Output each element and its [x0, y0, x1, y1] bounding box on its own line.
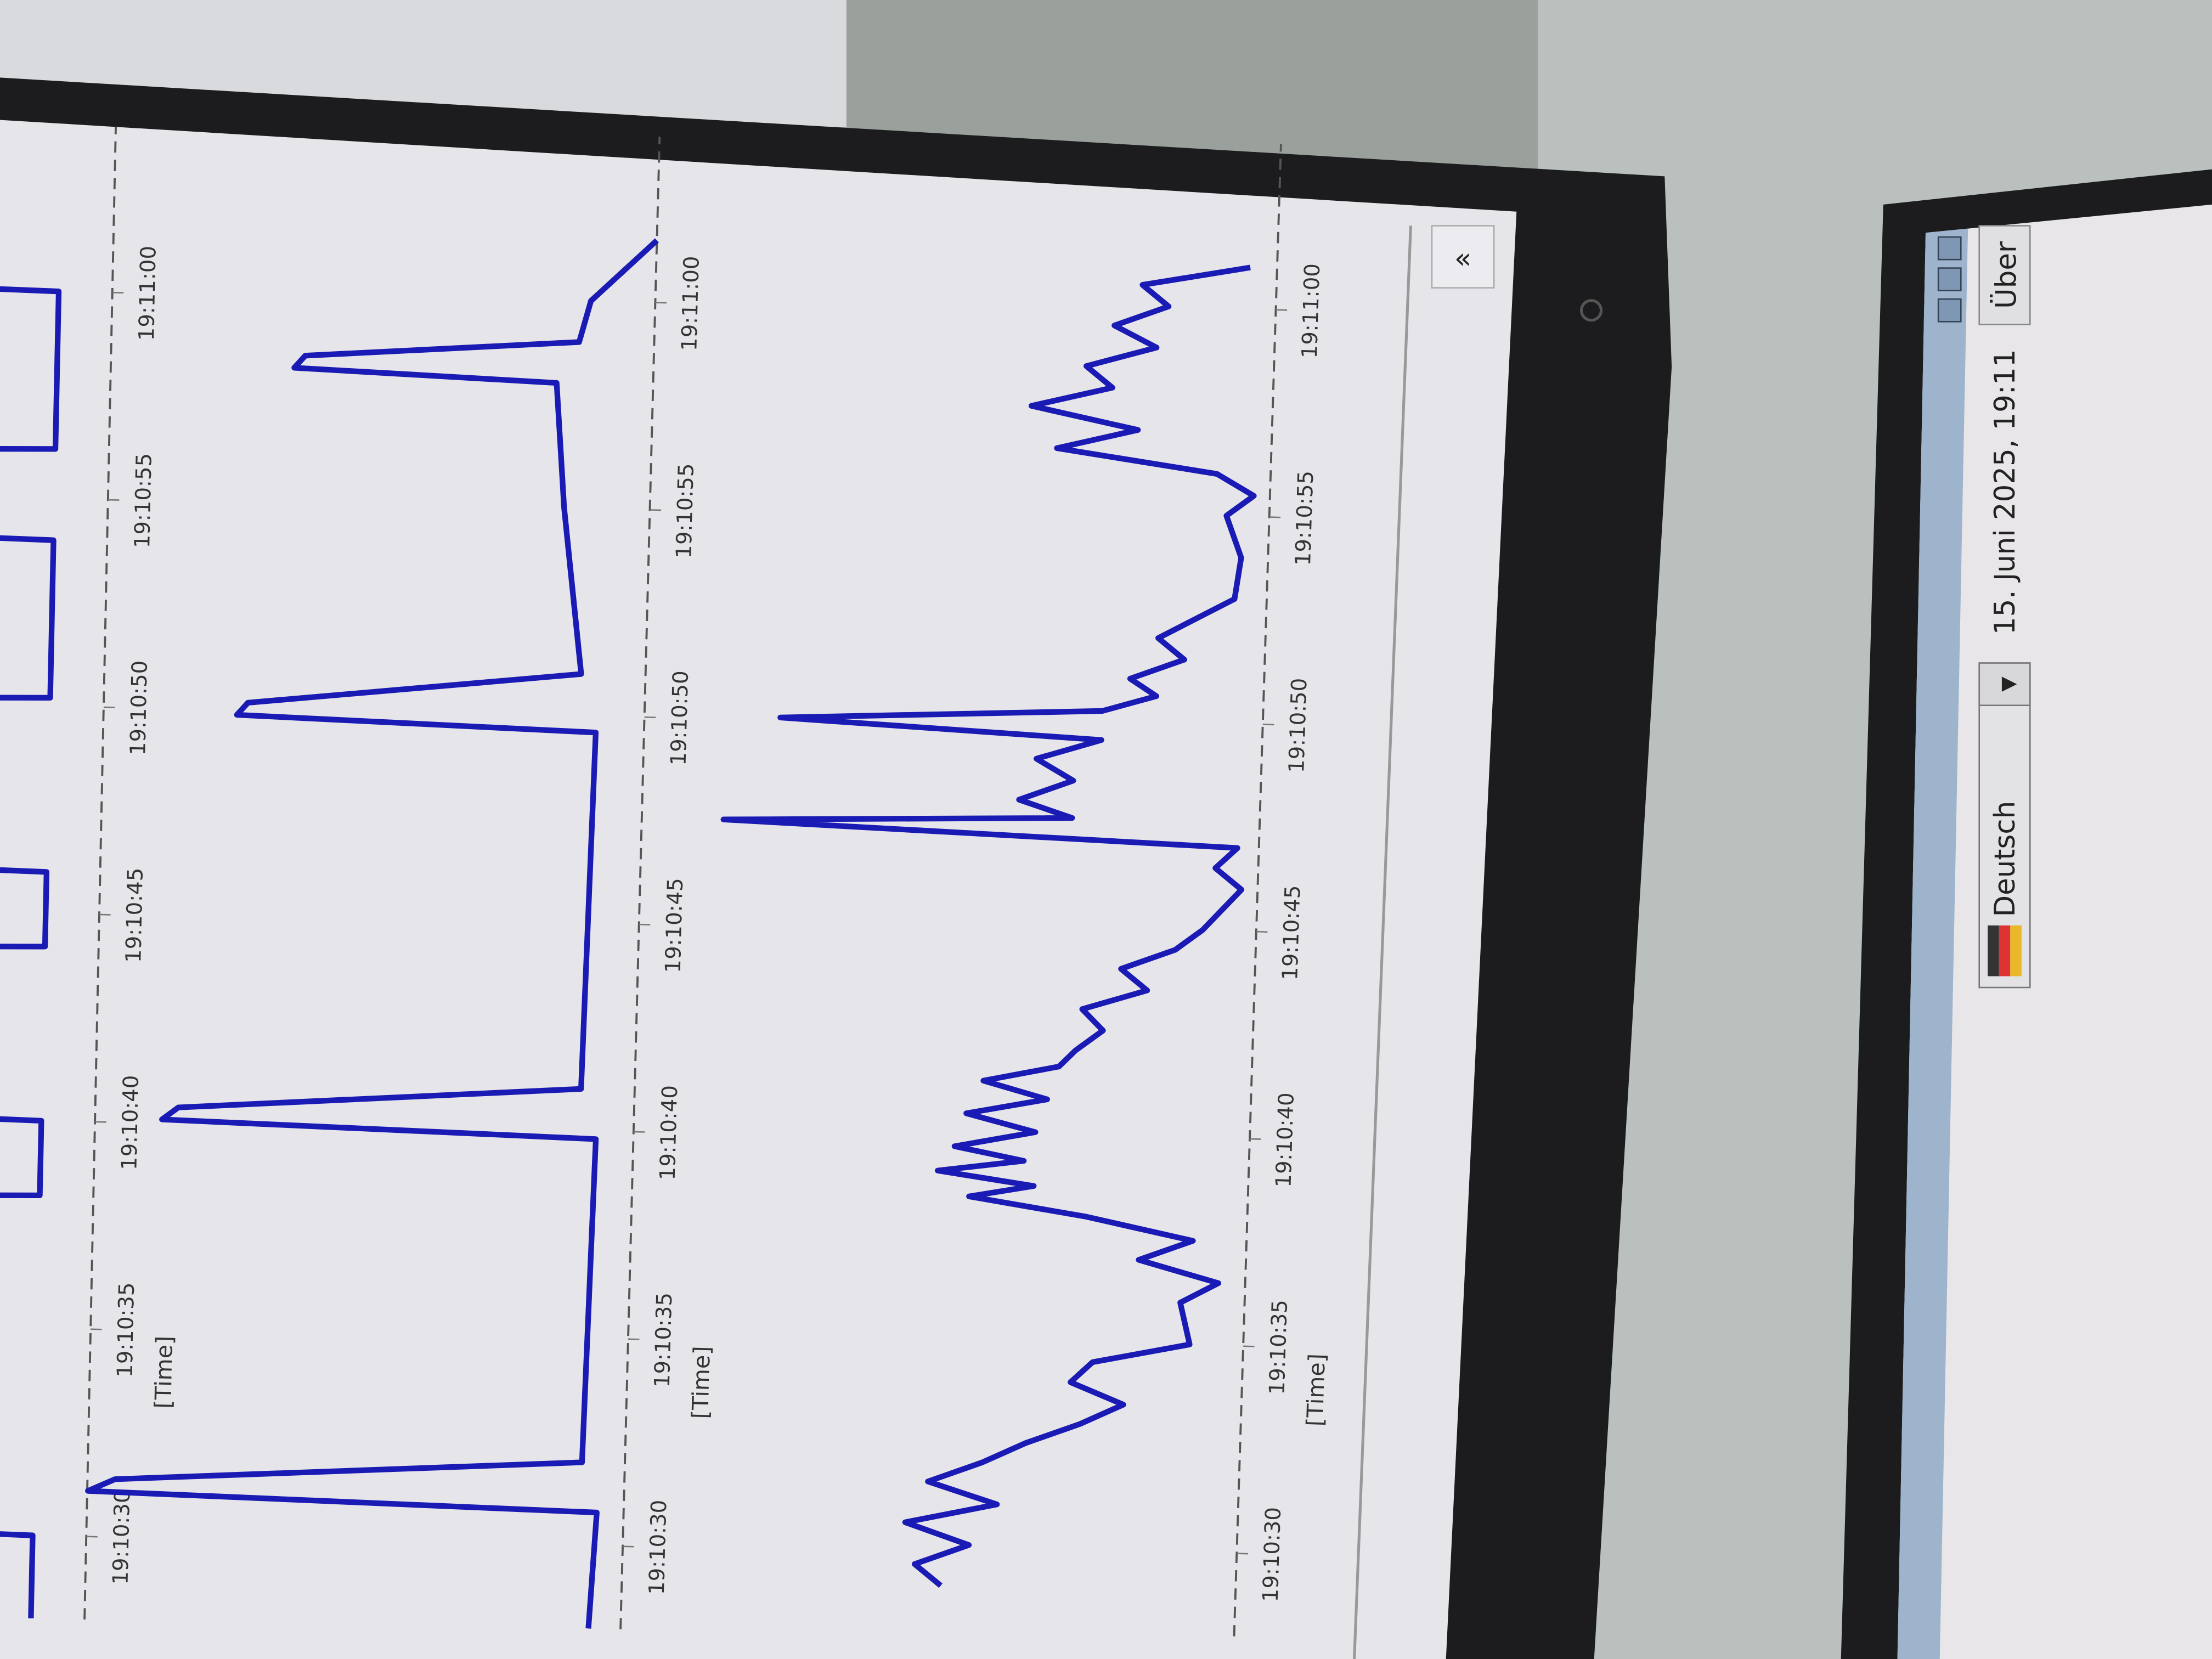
- data-point: [1189, 1344, 1190, 1345]
- about-button[interactable]: Über: [1978, 225, 2031, 325]
- x-tick-label: 19:10:35: [650, 1292, 678, 1387]
- data-point: [1158, 637, 1159, 639]
- chart-1: 19:10:30 19:10:35 19:10:40 19:10:45 19:10:50…: [0, 126, 178, 1620]
- x-tick-label: 19:10:30: [1259, 1506, 1286, 1602]
- data-point: [588, 1628, 589, 1629]
- data-point: [1071, 817, 1073, 819]
- data-point: [1147, 990, 1148, 991]
- data-point: [44, 946, 46, 947]
- data-point: [1250, 267, 1251, 268]
- data-point: [1234, 599, 1235, 600]
- right-monitor-screen: [1897, 204, 2212, 1659]
- data-point: [1218, 1283, 1219, 1284]
- data-point: [1123, 1404, 1124, 1405]
- data-point: [1075, 1050, 1076, 1051]
- germany-flag-icon: [1988, 925, 2022, 977]
- x-tick-label: 19:10:45: [121, 867, 148, 963]
- chart-3: 19:10:30 19:10:35 19:10:40 19:10:45 19:10:50…: [720, 144, 1330, 1637]
- data-point: [563, 507, 565, 508]
- x-tick-label: 19:10:50: [1284, 678, 1312, 774]
- x-tick-label: 19:10:55: [672, 463, 699, 558]
- power-icon[interactable]: [1580, 299, 1603, 322]
- x-tick-mark: [1262, 724, 1274, 726]
- dropdown-arrow-icon: ▼: [1997, 676, 2019, 692]
- close-icon[interactable]: [1937, 236, 1962, 261]
- x-tick-mark: [628, 1338, 640, 1340]
- x-axis-label: [Time]: [687, 1346, 715, 1419]
- x-tick-mark: [644, 716, 656, 719]
- data-point: [1241, 557, 1242, 558]
- x-tick-mark: [1276, 309, 1288, 311]
- data-point: [940, 1585, 941, 1586]
- series-line: [85, 238, 659, 1629]
- x-tick-label: 19:10:40: [1271, 1092, 1299, 1188]
- x-tick-mark: [639, 923, 651, 926]
- x-tick-label: 19:11:00: [1297, 263, 1325, 359]
- x-axis-label: [Time]: [150, 1335, 178, 1409]
- charts: 19:10:30 19:10:35 19:10:40 19:10:45 19:10:50…: [0, 126, 1330, 1637]
- x-tick-label: 19:10:50: [666, 670, 693, 766]
- x-tick-label: 19:10:35: [112, 1282, 139, 1378]
- data-point: [1114, 325, 1115, 326]
- data-point: [1047, 1099, 1048, 1100]
- x-axis-label: [Time]: [1302, 1353, 1330, 1426]
- collapse-panel-button[interactable]: «: [1431, 225, 1495, 289]
- double-chevron-left-icon: «: [1454, 242, 1471, 275]
- x-tick-label: 19:11:00: [134, 246, 161, 341]
- data-point: [247, 702, 249, 703]
- data-point: [1101, 740, 1102, 741]
- x-tick-label: 19:10:55: [1291, 470, 1318, 566]
- x-tick-label: 19:10:55: [130, 453, 157, 548]
- x-tick-mark: [1243, 1345, 1255, 1347]
- left-monitor-screen: [0, 120, 1517, 1659]
- data-point: [966, 1113, 967, 1114]
- data-point: [1180, 1302, 1181, 1303]
- data-point: [1070, 1382, 1071, 1383]
- x-tick-label: 19:10:40: [117, 1075, 144, 1170]
- data-point: [580, 1088, 582, 1090]
- x-tick-mark: [655, 302, 667, 304]
- data-point: [1102, 710, 1103, 712]
- x-tick-label: 19:10:45: [661, 878, 689, 973]
- svg-text:Über: Über: [1990, 241, 2023, 309]
- data-point: [32, 1535, 33, 1536]
- data-point: [981, 1462, 983, 1463]
- x-tick-label: 19:10:30: [645, 1499, 672, 1595]
- data-point: [723, 819, 724, 820]
- x-tick-label: 19:10:35: [1265, 1300, 1293, 1396]
- svg-text:Deutsch: Deutsch: [1989, 801, 2022, 917]
- data-point: [1031, 405, 1032, 407]
- minimize-icon[interactable]: [1937, 298, 1962, 323]
- x-tick-label: 19:10:30: [109, 1489, 136, 1585]
- time-axis: [83, 126, 117, 1620]
- panel-divider: [1353, 225, 1412, 1659]
- datetime-display: 15. Juni 2025, 19:11: [1989, 349, 2022, 635]
- window-titlebar: [1897, 228, 1968, 1659]
- data-point: [1156, 696, 1157, 697]
- data-point: [1237, 848, 1238, 849]
- x-tick-label: 19:11:00: [677, 256, 704, 351]
- data-point: [1092, 1362, 1093, 1363]
- x-tick-label: 19:10:40: [656, 1085, 683, 1181]
- x-tick-label: 19:10:45: [1278, 885, 1305, 981]
- x-tick-mark: [1269, 516, 1281, 518]
- chart-2: 19:10:30 19:10:35 19:10:40 19:10:45 19:10:50…: [85, 137, 715, 1629]
- data-point: [1112, 387, 1113, 388]
- language-select[interactable]: ▼ Deutsch: [1978, 662, 2031, 989]
- window-controls: [1937, 236, 1962, 323]
- time-axis: [1233, 144, 1282, 1637]
- data-point: [178, 1107, 179, 1108]
- restore-icon[interactable]: [1937, 267, 1962, 291]
- x-tick-label: 19:10:50: [126, 660, 153, 755]
- data-point: [1156, 347, 1157, 348]
- time-axis: [619, 137, 661, 1629]
- data-point: [582, 1462, 583, 1463]
- data-point: [1184, 659, 1185, 660]
